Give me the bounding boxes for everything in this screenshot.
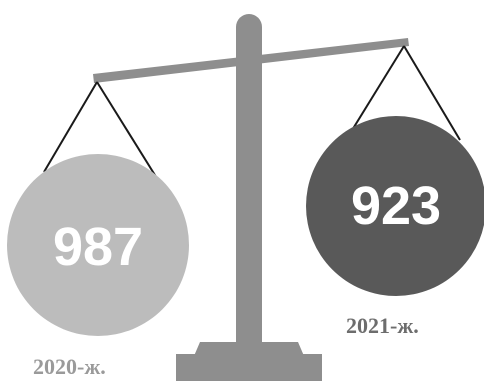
left-pan-value: 987 (53, 217, 143, 277)
left-pan-year-label: 2020-ж. (33, 354, 106, 379)
scale-post-cap (236, 14, 262, 44)
right-pan-circle (306, 116, 484, 296)
scale-stand (176, 14, 322, 381)
scale-post (236, 22, 262, 352)
right-pan-year-label: 2021-ж. (346, 313, 419, 338)
right-pan-strings (345, 45, 461, 141)
scale-beam (93, 38, 409, 83)
left-pan-circle (7, 154, 189, 336)
scale-base (176, 354, 322, 381)
left-pan-strings (43, 81, 159, 181)
scale-base-step (194, 342, 304, 356)
right-pan-value: 923 (351, 176, 441, 236)
